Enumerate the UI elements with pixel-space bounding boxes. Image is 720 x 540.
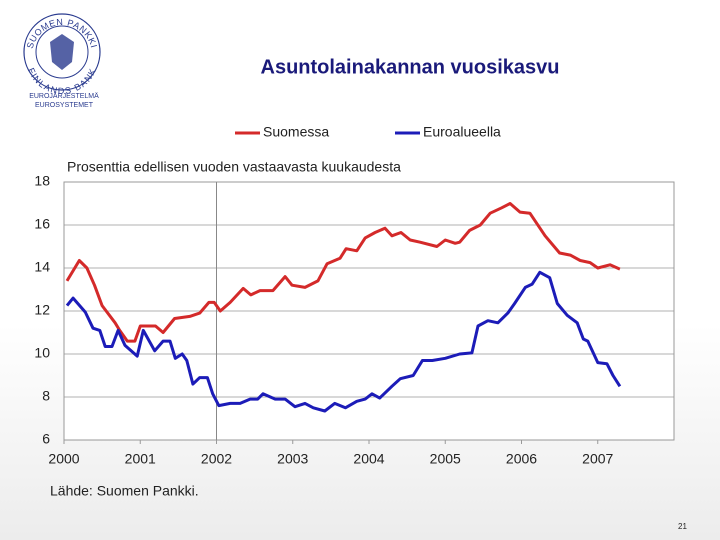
chart-subtitle: Prosenttia edellisen vuoden vastaavasta … [67,159,401,175]
y-tick-label: 6 [42,431,50,447]
line-series [65,270,622,413]
x-tick-label: 2006 [506,451,537,467]
logo-line1: EUROJÄRJESTELMÄ [29,92,99,100]
legend-label: Euroalueella [423,124,501,140]
y-tick-label: 8 [42,388,50,404]
y-tick-label: 10 [34,345,50,361]
source: Lähde: Suomen Pankki. [50,483,199,499]
logo-emblem [50,34,74,70]
x-tick-label: 2002 [201,451,232,467]
logo: SUOMEN PANKKI FINLANDS BANK EUROJÄRJESTE… [23,13,101,109]
x-tick-label: 2007 [582,451,613,467]
y-tick-label: 16 [34,216,50,232]
y-tick-label: 12 [34,302,50,318]
logo-line2: EUROSYSTEMET [35,102,94,109]
x-tick-label: 2000 [48,451,79,467]
x-tick-label: 2003 [277,451,308,467]
x-tick-label: 2001 [125,451,156,467]
line-series [65,202,621,343]
y-tick-label: 14 [34,259,50,275]
x-tick-label: 2004 [353,451,384,467]
page-number: 21 [678,522,687,531]
logo-ring [23,13,101,91]
legend-label: Suomessa [263,124,329,140]
chart-title: Asuntolainakannan vuosikasvu [261,56,560,78]
x-tick-label: 2005 [430,451,461,467]
logo-inner-ring [35,25,89,79]
y-tick-label: 18 [34,173,50,189]
